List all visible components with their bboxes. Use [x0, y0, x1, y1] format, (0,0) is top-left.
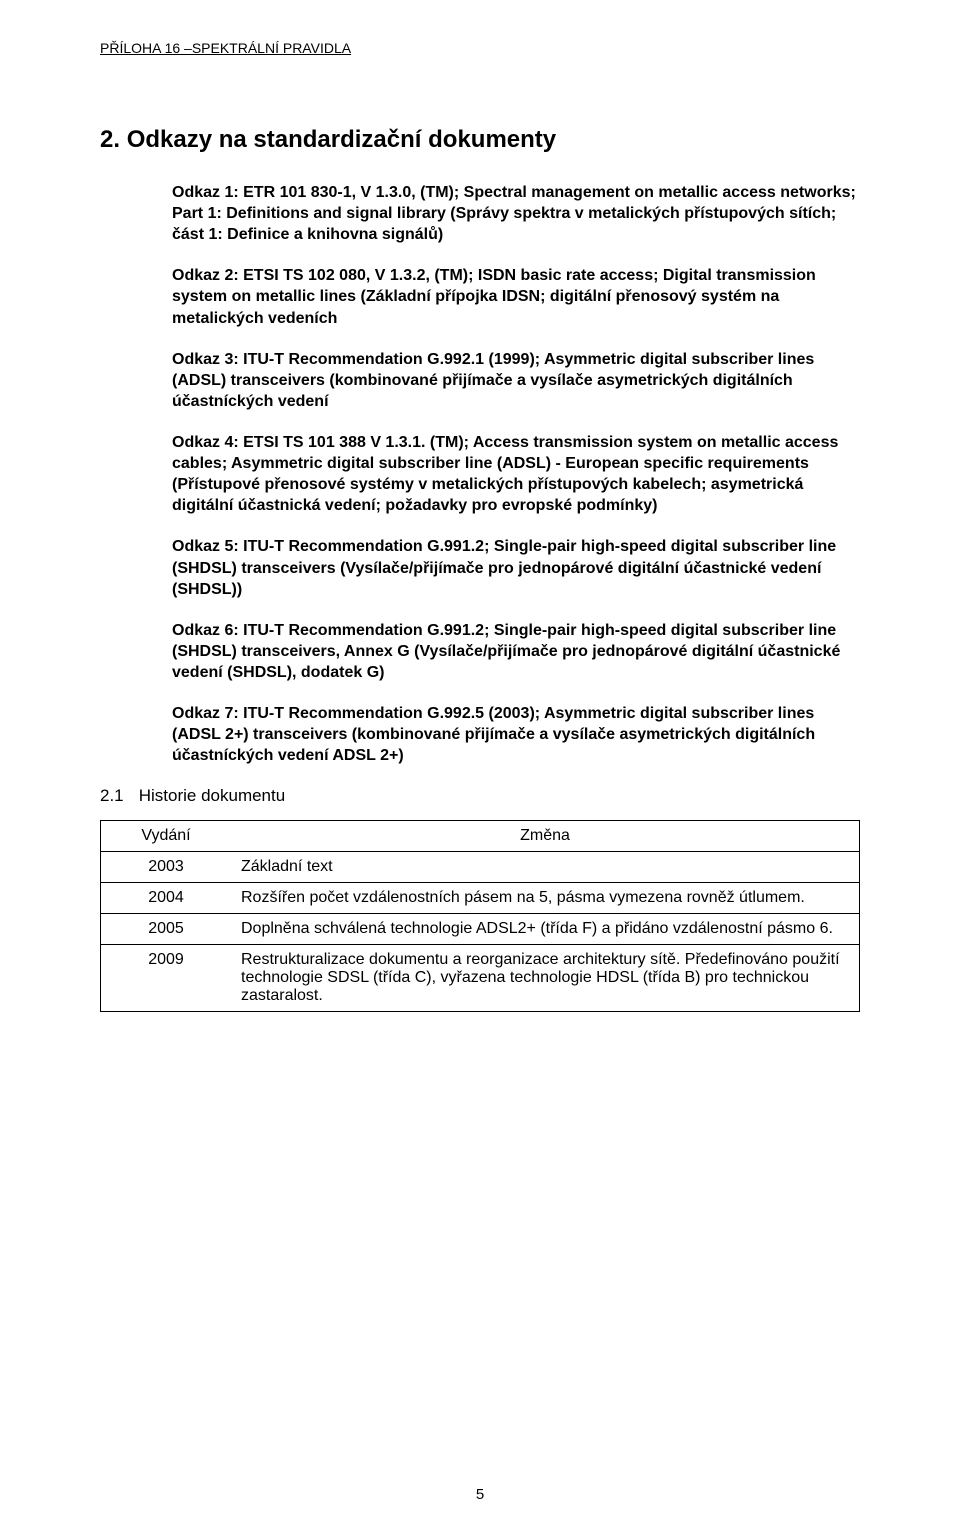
page: PŘÍLOHA 16 –SPEKTRÁLNÍ PRAVIDLA 2. Odkaz…	[0, 0, 960, 1527]
subsection-heading: 2.1 Historie dokumentu	[100, 786, 860, 806]
reference-item: Odkaz 1: ETR 101 830-1, V 1.3.0, (TM); S…	[172, 182, 860, 245]
history-table: Vydání Změna 2003 Základní text 2004 Roz…	[100, 820, 860, 1012]
table-cell-text: Restrukturalizace dokumentu a reorganiza…	[231, 945, 860, 1012]
table-row: 2004 Rozšířen počet vzdálenostních pásem…	[101, 883, 860, 914]
running-header: PŘÍLOHA 16 –SPEKTRÁLNÍ PRAVIDLA	[100, 40, 860, 56]
reference-item: Odkaz 7: ITU-T Recommendation G.992.5 (2…	[172, 703, 860, 766]
table-header-row: Vydání Změna	[101, 821, 860, 852]
table-cell-text: Doplněna schválená technologie ADSL2+ (t…	[231, 914, 860, 945]
section-heading: 2. Odkazy na standardizační dokumenty	[100, 126, 860, 154]
table-cell-year: 2005	[101, 914, 232, 945]
table-row: 2003 Základní text	[101, 852, 860, 883]
table-cell-text: Rozšířen počet vzdálenostních pásem na 5…	[231, 883, 860, 914]
table-header-cell: Vydání	[101, 821, 232, 852]
reference-item: Odkaz 4: ETSI TS 101 388 V 1.3.1. (TM); …	[172, 432, 860, 516]
reference-item: Odkaz 2: ETSI TS 102 080, V 1.3.2, (TM);…	[172, 265, 860, 328]
table-cell-year: 2009	[101, 945, 232, 1012]
references-block: Odkaz 1: ETR 101 830-1, V 1.3.0, (TM); S…	[172, 182, 860, 766]
table-row: 2009 Restrukturalizace dokumentu a reorg…	[101, 945, 860, 1012]
page-number: 5	[0, 1486, 960, 1503]
table-cell-text: Základní text	[231, 852, 860, 883]
subsection-number: 2.1	[100, 786, 134, 806]
section-number: 2.	[100, 126, 120, 153]
table-cell-year: 2004	[101, 883, 232, 914]
reference-item: Odkaz 3: ITU-T Recommendation G.992.1 (1…	[172, 349, 860, 412]
table-header-cell: Změna	[231, 821, 860, 852]
subsection-title: Historie dokumentu	[139, 786, 285, 805]
reference-item: Odkaz 5: ITU-T Recommendation G.991.2; S…	[172, 536, 860, 599]
table-row: 2005 Doplněna schválená technologie ADSL…	[101, 914, 860, 945]
reference-item: Odkaz 6: ITU-T Recommendation G.991.2; S…	[172, 620, 860, 683]
section-title: Odkazy na standardizační dokumenty	[127, 126, 556, 153]
table-cell-year: 2003	[101, 852, 232, 883]
